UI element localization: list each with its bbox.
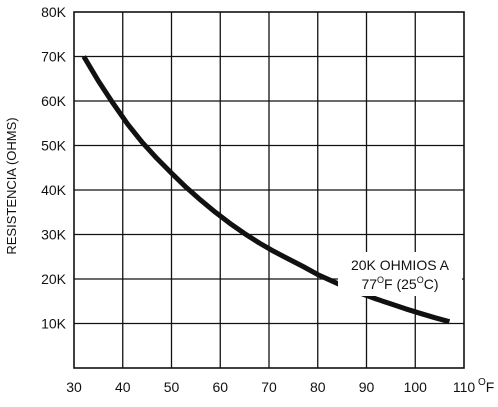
y-axis-label: RESISTENCIA (OHMS) [4,117,19,254]
annotation-temp-f: 77 [361,276,377,292]
x-tick-label: 50 [164,379,180,395]
annotation-background [338,252,462,296]
x-axis-unit-label: OF [478,377,494,395]
y-tick-label: 40K [41,182,67,198]
annotation-degree-c: O [417,275,424,285]
x-tick-label: 30 [66,379,82,395]
y-tick-label: 10K [41,316,67,332]
x-unit-degree: O [478,377,486,388]
y-tick-label: 50K [41,138,67,154]
series-layer [81,55,451,325]
annotation-line-1: 20K OHMIOS A [351,257,450,273]
grid [73,11,465,369]
annotation: 20K OHMIOS A 77OF (25OC) [338,252,462,296]
x-tick-label: 90 [359,379,375,395]
axis-labels: 30 40 50 60 70 80 90 100 110 10K 20K 30K 40K 50K 60K 70… [41,4,475,395]
annotation-unit-c: C) [424,276,439,292]
resistance-curve [81,55,451,325]
annotation-degree-f: O [377,275,384,285]
x-tick-label: 110 [453,379,476,395]
annotation-line-2: 77OF (25OC) [361,275,438,292]
y-tick-label: 80K [41,4,67,20]
annotation-unit-f: F (25 [384,276,417,292]
y-tick-label: 20K [41,271,67,287]
x-tick-label: 100 [404,379,428,395]
x-tick-label: 60 [212,379,228,395]
x-unit-letter: F [486,379,495,395]
y-tick-label: 60K [41,93,67,109]
x-tick-label: 70 [261,379,277,395]
y-tick-label: 70K [41,49,67,65]
x-tick-label: 80 [310,379,326,395]
x-tick-label: 40 [115,379,131,395]
y-tick-label: 30K [41,227,67,243]
